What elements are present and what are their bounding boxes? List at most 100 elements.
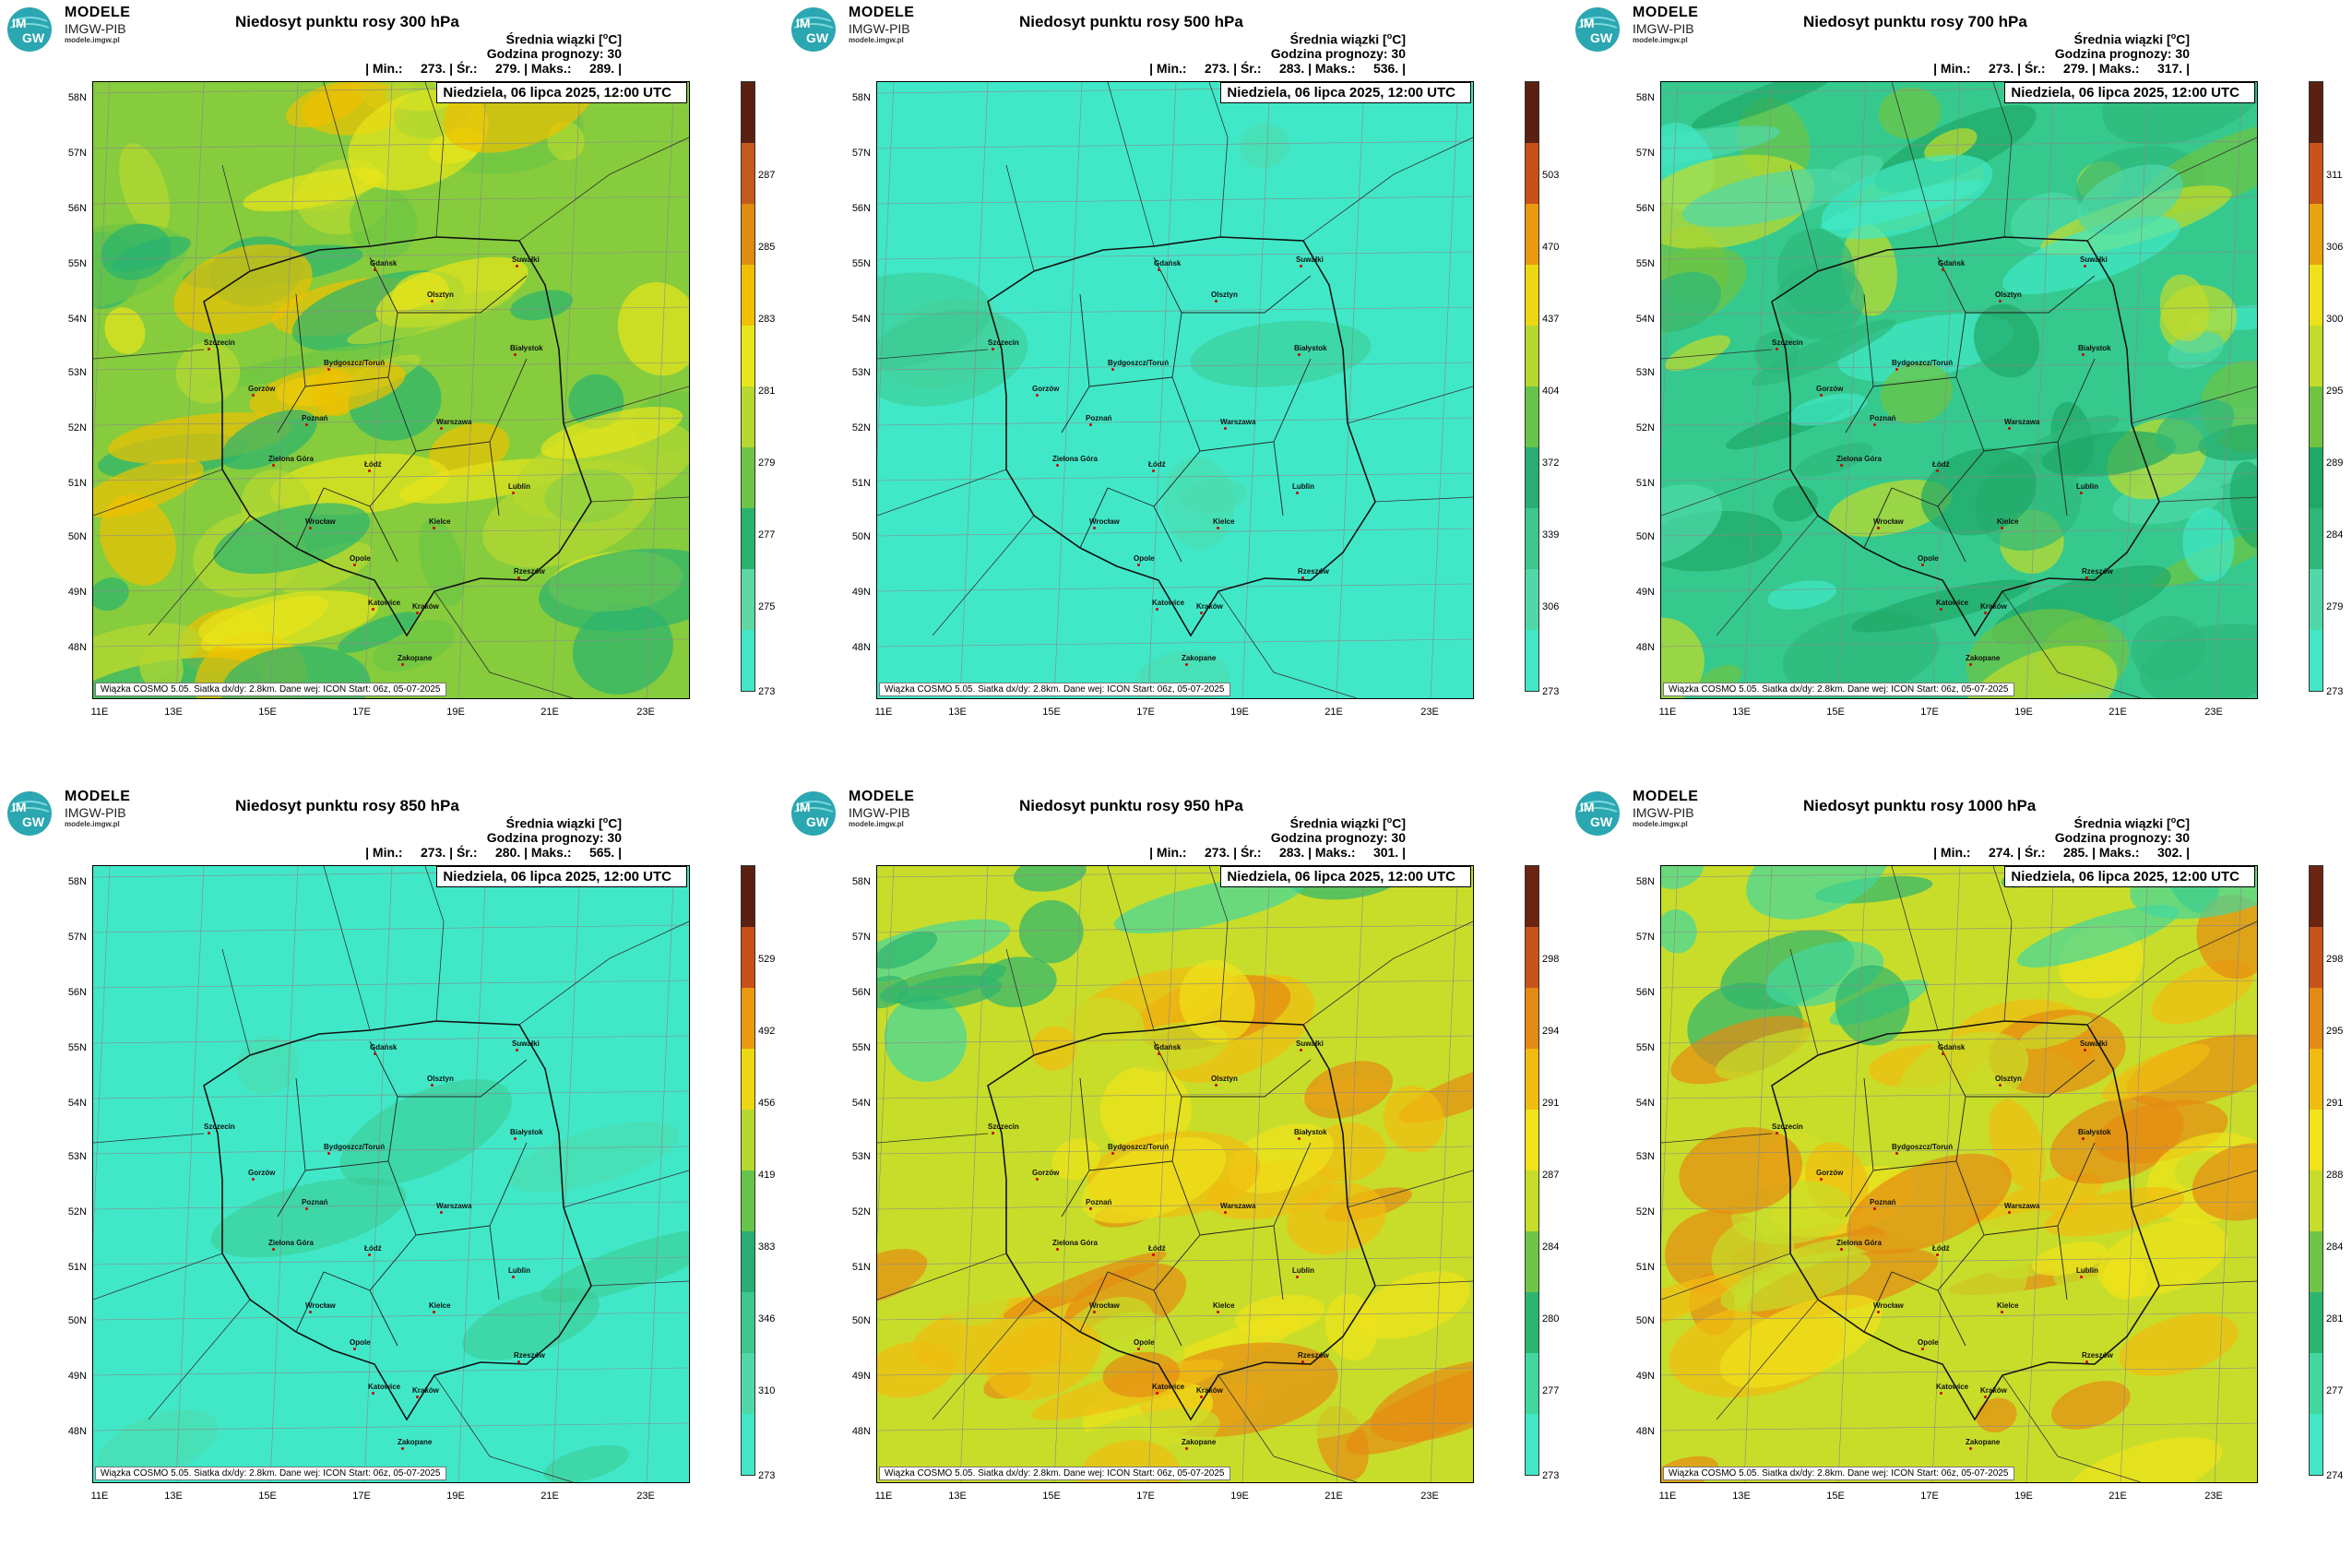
field-blob [979,956,1057,1008]
brand-link[interactable]: modele.imgw.pl [1633,820,1688,828]
city-label: Szczecin [988,1123,1019,1131]
grid-line [269,82,299,698]
field-blob [198,590,379,649]
colorbar-segment [742,1414,754,1475]
grid-line [93,924,689,933]
colorbar-tick-label: 306 [1542,601,1560,612]
grid-line [1147,866,1177,1482]
beam-mean-label: Średnia wiązki [oC] [2074,31,2190,47]
grid-line [2214,866,2243,1482]
colorbar-tick-label: 298 [2326,954,2344,965]
field-blob [1715,1027,1840,1081]
region-borders [1061,1040,1312,1347]
city-label: Gorzów [1032,1169,1060,1177]
brand-link[interactable]: modele.imgw.pl [849,36,904,44]
city-label: Olsztyn [1995,1075,2022,1083]
colorbar-tick-label: 279 [2326,601,2344,612]
colorbar-segment [2310,82,2322,144]
city-label: Gorzów [1032,385,1060,393]
model-footnote: Wiązka COSMO 5.05. Siatka dx/dy: 2.8km. … [879,683,1230,696]
city-marker [433,1311,435,1313]
city-marker [517,1360,520,1363]
city-label: Wrocław [1873,517,1904,526]
country-border [1771,236,2160,637]
city-label: Lublin [1292,482,1314,491]
grid-line [2120,82,2149,698]
grid-line [1661,528,2257,537]
latitude-tick-label: 48N [1635,642,1655,653]
city-label: Szczecin [988,339,1019,347]
longitude-tick-label: 13E [164,1491,183,1502]
forecast-panel: IM GW MODELE IMGW-PIB modele.imgw.pl Niedosyt… [1568,784,2352,1568]
field-blob [1976,1397,2017,1433]
grid-line [1661,638,2257,647]
city-label: Rzeszów [1298,1351,1329,1360]
latitude-tick-label: 52N [67,1206,87,1218]
city-marker [1111,368,1114,371]
city-marker [416,612,419,614]
field-blob [1134,649,1229,698]
colorbar-segment [1526,265,1538,327]
model-footnote: Wiązka COSMO 5.05. Siatka dx/dy: 2.8km. … [95,1467,446,1480]
longitude-tick-label: 13E [948,707,967,718]
city-label: Kraków [1980,1386,2007,1395]
latitude-tick-label: 57N [1635,148,1655,159]
field-blob [2168,331,2224,369]
city-label: Zakopane [1182,1438,1217,1446]
latitude-tick-label: 48N [851,1426,871,1437]
field-blob [986,1318,1101,1401]
city-marker [327,368,330,371]
city-label: Gdańsk [370,259,398,267]
city-marker [992,1132,994,1134]
grid-line [93,1367,689,1376]
city-marker [1940,608,1942,611]
city-marker [374,1052,376,1055]
city-marker [1036,1178,1039,1181]
map-area: Gdańsk Olsztyn Białystok Szczecin Bydgoszcz/… [92,81,690,699]
field-blob [277,542,374,594]
colorbar-segment [1526,1353,1538,1415]
latitude-tick-label: 48N [67,1426,87,1437]
field-blob [1102,1351,1181,1397]
brand-link[interactable]: modele.imgw.pl [1633,36,1688,44]
city-label: Katowice [1936,599,1969,607]
brand-link[interactable]: modele.imgw.pl [65,36,120,44]
forecast-panel: IM GW MODELE IMGW-PIB modele.imgw.pl Niedosyt… [0,0,784,784]
grid-line [93,980,689,989]
brand-text: MODELE IMGW-PIB modele.imgw.pl [65,6,130,44]
colorbar-tick-label: 287 [758,170,776,181]
city-label: Kraków [1196,1386,1223,1395]
beam-unit-degree: o [1386,31,1393,41]
city-label: Kielce [1997,1301,2019,1310]
brand-link[interactable]: modele.imgw.pl [65,820,120,828]
field-blob [1830,155,1883,184]
city-label: Bydgoszcz/Toruń [1108,359,1170,367]
grid-line [1661,1367,2257,1376]
city-label: Kraków [1980,602,2007,611]
chart-title: Niedosyt punktu rosy 850 hPa [235,797,459,814]
field-blob [1920,447,2037,536]
field-blob [2018,415,2120,464]
grid-line [93,1035,689,1044]
stats-line: | Min.: 273. | Śr.: 279. | Maks.: 317. | [1933,61,2190,76]
brand-link[interactable]: modele.imgw.pl [849,820,904,828]
city-label: Opole [350,554,371,563]
country-border [203,1020,592,1421]
city-label: Białystok [1294,1128,1327,1136]
longitude-tick-label: 17E [1136,707,1155,718]
field-blob [1357,1271,1470,1339]
brand-line1: MODELE [65,5,131,20]
latitude-tick-label: 57N [67,932,87,943]
city-marker [353,564,356,566]
latitude-tick-label: 53N [851,367,871,378]
city-label: Łódź [1148,1244,1166,1253]
colorbar-segment [1526,630,1538,691]
city-label: Warszawa [2004,418,2040,426]
city-marker [1137,1348,1140,1350]
grid-line [1661,306,2257,315]
longitude-tick-label: 15E [258,1491,277,1502]
colorbar-segment [2310,1170,2322,1232]
city-label: Gdańsk [1938,259,1966,267]
city-marker [1895,1152,1898,1155]
colorbar-tick-label: 295 [2326,1026,2344,1037]
